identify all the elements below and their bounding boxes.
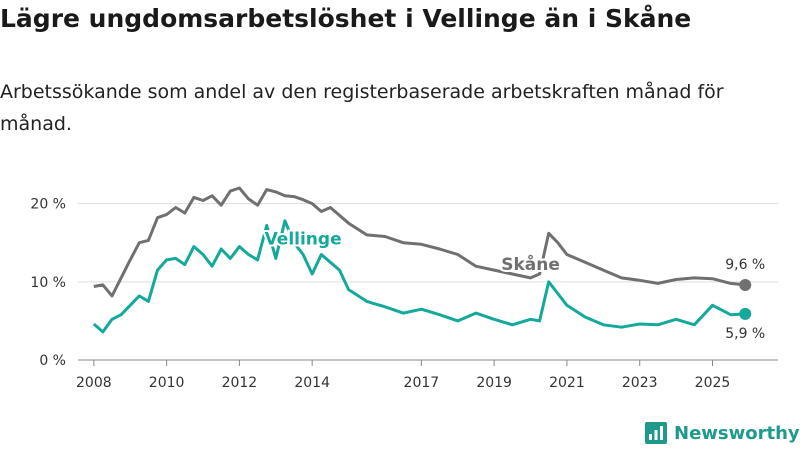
series-label-skane: Skåne [501,253,560,275]
x-tick-label: 2010 [149,375,185,391]
x-tick-label: 2023 [622,375,658,391]
brand-name: Newsworthy [674,422,800,444]
x-tick-label: 2012 [222,375,258,391]
x-tick-label: 2008 [76,375,112,391]
newsworthy-logo-icon [645,422,667,444]
chart-title: Lägre ungdomsarbetslöshet i Vellinge än … [0,4,692,33]
series-line-skne [93,186,746,298]
end-point-marker [739,307,752,320]
series-line-vellinge [92,219,746,334]
end-value-label: 5,9 % [725,326,765,342]
y-tick-label: 10 % [30,275,66,291]
y-tick-label: 20 % [30,197,66,213]
x-tick-label: 2017 [404,375,440,391]
y-tick-label: 0 % [39,353,66,369]
x-tick-label: 2025 [695,375,731,391]
x-tick-label: 2021 [549,375,585,391]
chart-subtitle: Arbetssökande som andel av den registerb… [0,81,724,135]
brand-logo: Newsworthy [644,420,800,446]
series-label-vellinge: Vellinge [265,229,342,249]
end-point-marker [739,278,752,291]
x-tick-label: 2019 [476,375,512,391]
end-value-label: 9,6 % [725,257,765,273]
x-tick-label: 2014 [294,375,330,391]
